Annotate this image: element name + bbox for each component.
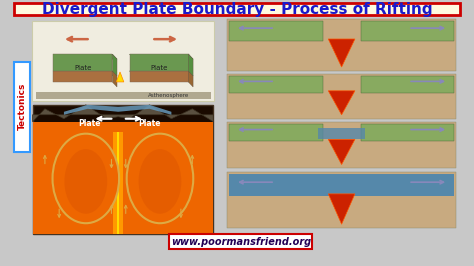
- Polygon shape: [328, 39, 355, 67]
- Polygon shape: [228, 19, 456, 71]
- Polygon shape: [328, 194, 355, 224]
- Polygon shape: [117, 132, 119, 234]
- FancyBboxPatch shape: [15, 62, 30, 152]
- Text: Tectonics: Tectonics: [18, 83, 27, 131]
- Polygon shape: [189, 54, 193, 76]
- Polygon shape: [129, 71, 193, 76]
- Ellipse shape: [138, 149, 182, 214]
- Text: Plate: Plate: [138, 119, 161, 128]
- Text: www.poormansfriend.org: www.poormansfriend.org: [171, 237, 311, 247]
- Text: Asthenosphere: Asthenosphere: [148, 93, 189, 98]
- Ellipse shape: [53, 134, 119, 223]
- Polygon shape: [328, 139, 355, 164]
- Polygon shape: [129, 54, 189, 71]
- FancyBboxPatch shape: [170, 234, 312, 249]
- Polygon shape: [129, 71, 189, 82]
- Polygon shape: [229, 76, 323, 93]
- Polygon shape: [54, 54, 117, 59]
- Text: Plate: Plate: [150, 65, 168, 71]
- Polygon shape: [228, 172, 456, 228]
- Polygon shape: [229, 124, 323, 141]
- Polygon shape: [361, 21, 454, 41]
- Polygon shape: [129, 54, 193, 59]
- Polygon shape: [228, 74, 456, 119]
- Polygon shape: [229, 174, 454, 196]
- Polygon shape: [54, 71, 112, 82]
- Polygon shape: [229, 21, 323, 41]
- Polygon shape: [328, 91, 355, 115]
- Text: Plate: Plate: [78, 119, 101, 128]
- FancyBboxPatch shape: [32, 21, 214, 101]
- Ellipse shape: [64, 149, 107, 214]
- Polygon shape: [228, 122, 456, 168]
- Polygon shape: [54, 71, 117, 76]
- Polygon shape: [361, 124, 454, 141]
- Polygon shape: [36, 92, 211, 99]
- Polygon shape: [116, 72, 124, 82]
- Polygon shape: [112, 54, 117, 76]
- Polygon shape: [112, 71, 117, 87]
- Polygon shape: [361, 76, 454, 93]
- Polygon shape: [189, 71, 193, 87]
- Text: Plate: Plate: [74, 65, 91, 71]
- Polygon shape: [33, 105, 213, 122]
- FancyBboxPatch shape: [33, 105, 213, 234]
- Ellipse shape: [127, 134, 193, 223]
- Polygon shape: [64, 105, 172, 115]
- Polygon shape: [54, 54, 112, 71]
- Polygon shape: [318, 128, 365, 139]
- Polygon shape: [33, 122, 213, 234]
- Polygon shape: [113, 132, 123, 234]
- Text: Divergent Plate Boundary - Process of Rifting: Divergent Plate Boundary - Process of Ri…: [42, 2, 432, 17]
- FancyBboxPatch shape: [15, 3, 459, 15]
